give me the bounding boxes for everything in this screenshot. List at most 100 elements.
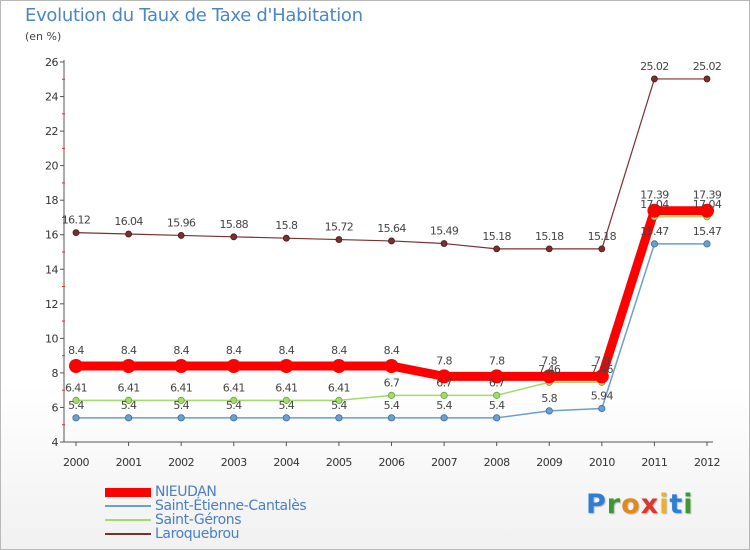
data-point — [437, 369, 452, 384]
data-point — [545, 245, 553, 253]
x-tick-label: 2006 — [379, 456, 405, 469]
x-tick-label: 2002 — [168, 456, 194, 469]
y-tick-label: 10 — [45, 332, 58, 345]
data-point — [230, 233, 238, 241]
data-point — [440, 391, 448, 399]
x-tick-label: 2007 — [431, 456, 457, 469]
y-tick-label: 16 — [45, 229, 58, 242]
data-label: 15.88 — [220, 218, 249, 231]
x-tick-label: 2011 — [641, 456, 667, 469]
data-label: 7.8 — [541, 354, 557, 367]
data-label: 17.04 — [640, 198, 669, 211]
logo-letter: i — [683, 489, 694, 520]
data-point — [440, 414, 448, 422]
legend-swatch — [105, 487, 151, 497]
data-label: 15.72 — [325, 221, 354, 234]
proxiti-logo: Proxiti — [586, 489, 694, 520]
x-tick-label: 2012 — [694, 456, 720, 469]
x-tick-label: 2010 — [589, 456, 615, 469]
data-label: 8.4 — [173, 344, 189, 357]
data-point — [72, 396, 80, 404]
data-label: 5.4 — [226, 399, 242, 412]
x-tick-label: 2000 — [63, 456, 89, 469]
logo-letter: i — [659, 489, 670, 520]
data-label: 8.4 — [331, 344, 347, 357]
data-label: 17.39 — [640, 189, 669, 202]
x-tick-label: 2005 — [326, 456, 352, 469]
data-point — [647, 203, 662, 218]
data-point — [125, 230, 132, 238]
data-point — [489, 369, 504, 384]
data-label: 7.46 — [591, 363, 614, 376]
data-label: 17.04 — [693, 198, 722, 211]
y-tick-label: 14 — [45, 263, 58, 276]
legend-swatch — [105, 505, 151, 507]
y-tick-label: 8 — [52, 367, 59, 380]
data-label: 16.04 — [114, 215, 143, 228]
legend-item: Saint-Gérons — [105, 513, 306, 527]
data-point — [598, 404, 606, 413]
data-point — [124, 396, 133, 404]
data-point — [177, 232, 185, 239]
data-label: 5.4 — [278, 399, 294, 412]
data-label: 5.94 — [591, 389, 614, 402]
y-tick-label: 22 — [45, 125, 58, 138]
y-tick-label: 24 — [45, 91, 58, 104]
y-tick-label: 12 — [45, 298, 58, 311]
data-label: 15.47 — [640, 225, 669, 238]
logo-letter: o — [621, 489, 641, 520]
data-label: 6.41 — [118, 381, 140, 394]
data-point — [282, 414, 290, 422]
data-point — [650, 240, 659, 248]
legend-label: NIEUDAN — [155, 484, 217, 500]
x-tick-label: 2003 — [221, 456, 247, 469]
data-label: 15.47 — [693, 225, 722, 238]
data-label: 5.4 — [436, 399, 452, 412]
x-tick-label: 2009 — [536, 456, 562, 469]
chart-title: Evolution du Taux de Taxe d'Habitation — [25, 5, 363, 26]
x-tick-label: 2004 — [273, 456, 299, 469]
data-label: 7.8 — [436, 354, 452, 367]
legend-swatch — [105, 533, 151, 535]
data-label: 8.4 — [226, 344, 242, 357]
data-point — [230, 414, 238, 422]
data-point — [282, 396, 290, 404]
data-label: 16.12 — [62, 214, 91, 227]
data-point — [69, 359, 83, 373]
data-point — [493, 414, 501, 422]
data-point — [72, 414, 80, 422]
data-label: 15.18 — [588, 230, 617, 243]
data-label: 8.4 — [278, 344, 294, 357]
data-point — [545, 407, 553, 415]
data-point — [279, 359, 294, 373]
data-label: 6.41 — [328, 381, 350, 394]
data-point — [230, 396, 238, 404]
data-label: 15.49 — [430, 225, 459, 238]
legend: NIEUDAN Saint-Étienne-Cantalès Saint-Géron… — [105, 484, 307, 541]
legend-item: Laroquebrou — [105, 527, 306, 541]
data-label: 6.41 — [170, 381, 192, 394]
data-label: 5.4 — [331, 399, 347, 412]
data-label: 7.46 — [538, 363, 561, 376]
data-point — [335, 414, 343, 422]
logo-letter: r — [606, 489, 622, 520]
legend-label: Saint-Gérons — [155, 512, 242, 528]
data-label: 6.7 — [384, 376, 400, 389]
y-tick-label: 26 — [45, 56, 58, 69]
data-point — [72, 229, 80, 237]
data-point — [387, 391, 396, 399]
data-label: 6.7 — [489, 376, 505, 389]
data-label: 25.02 — [640, 60, 669, 73]
y-tick-label: 18 — [45, 194, 58, 207]
data-point — [598, 245, 606, 253]
data-point — [174, 359, 189, 373]
data-point — [335, 236, 343, 243]
legend-label: Laroquebrou — [155, 526, 240, 542]
data-point — [594, 369, 609, 384]
data-point — [177, 414, 185, 422]
data-label: 6.41 — [65, 381, 87, 394]
data-label: 5.4 — [489, 399, 505, 412]
data-point — [387, 414, 396, 422]
